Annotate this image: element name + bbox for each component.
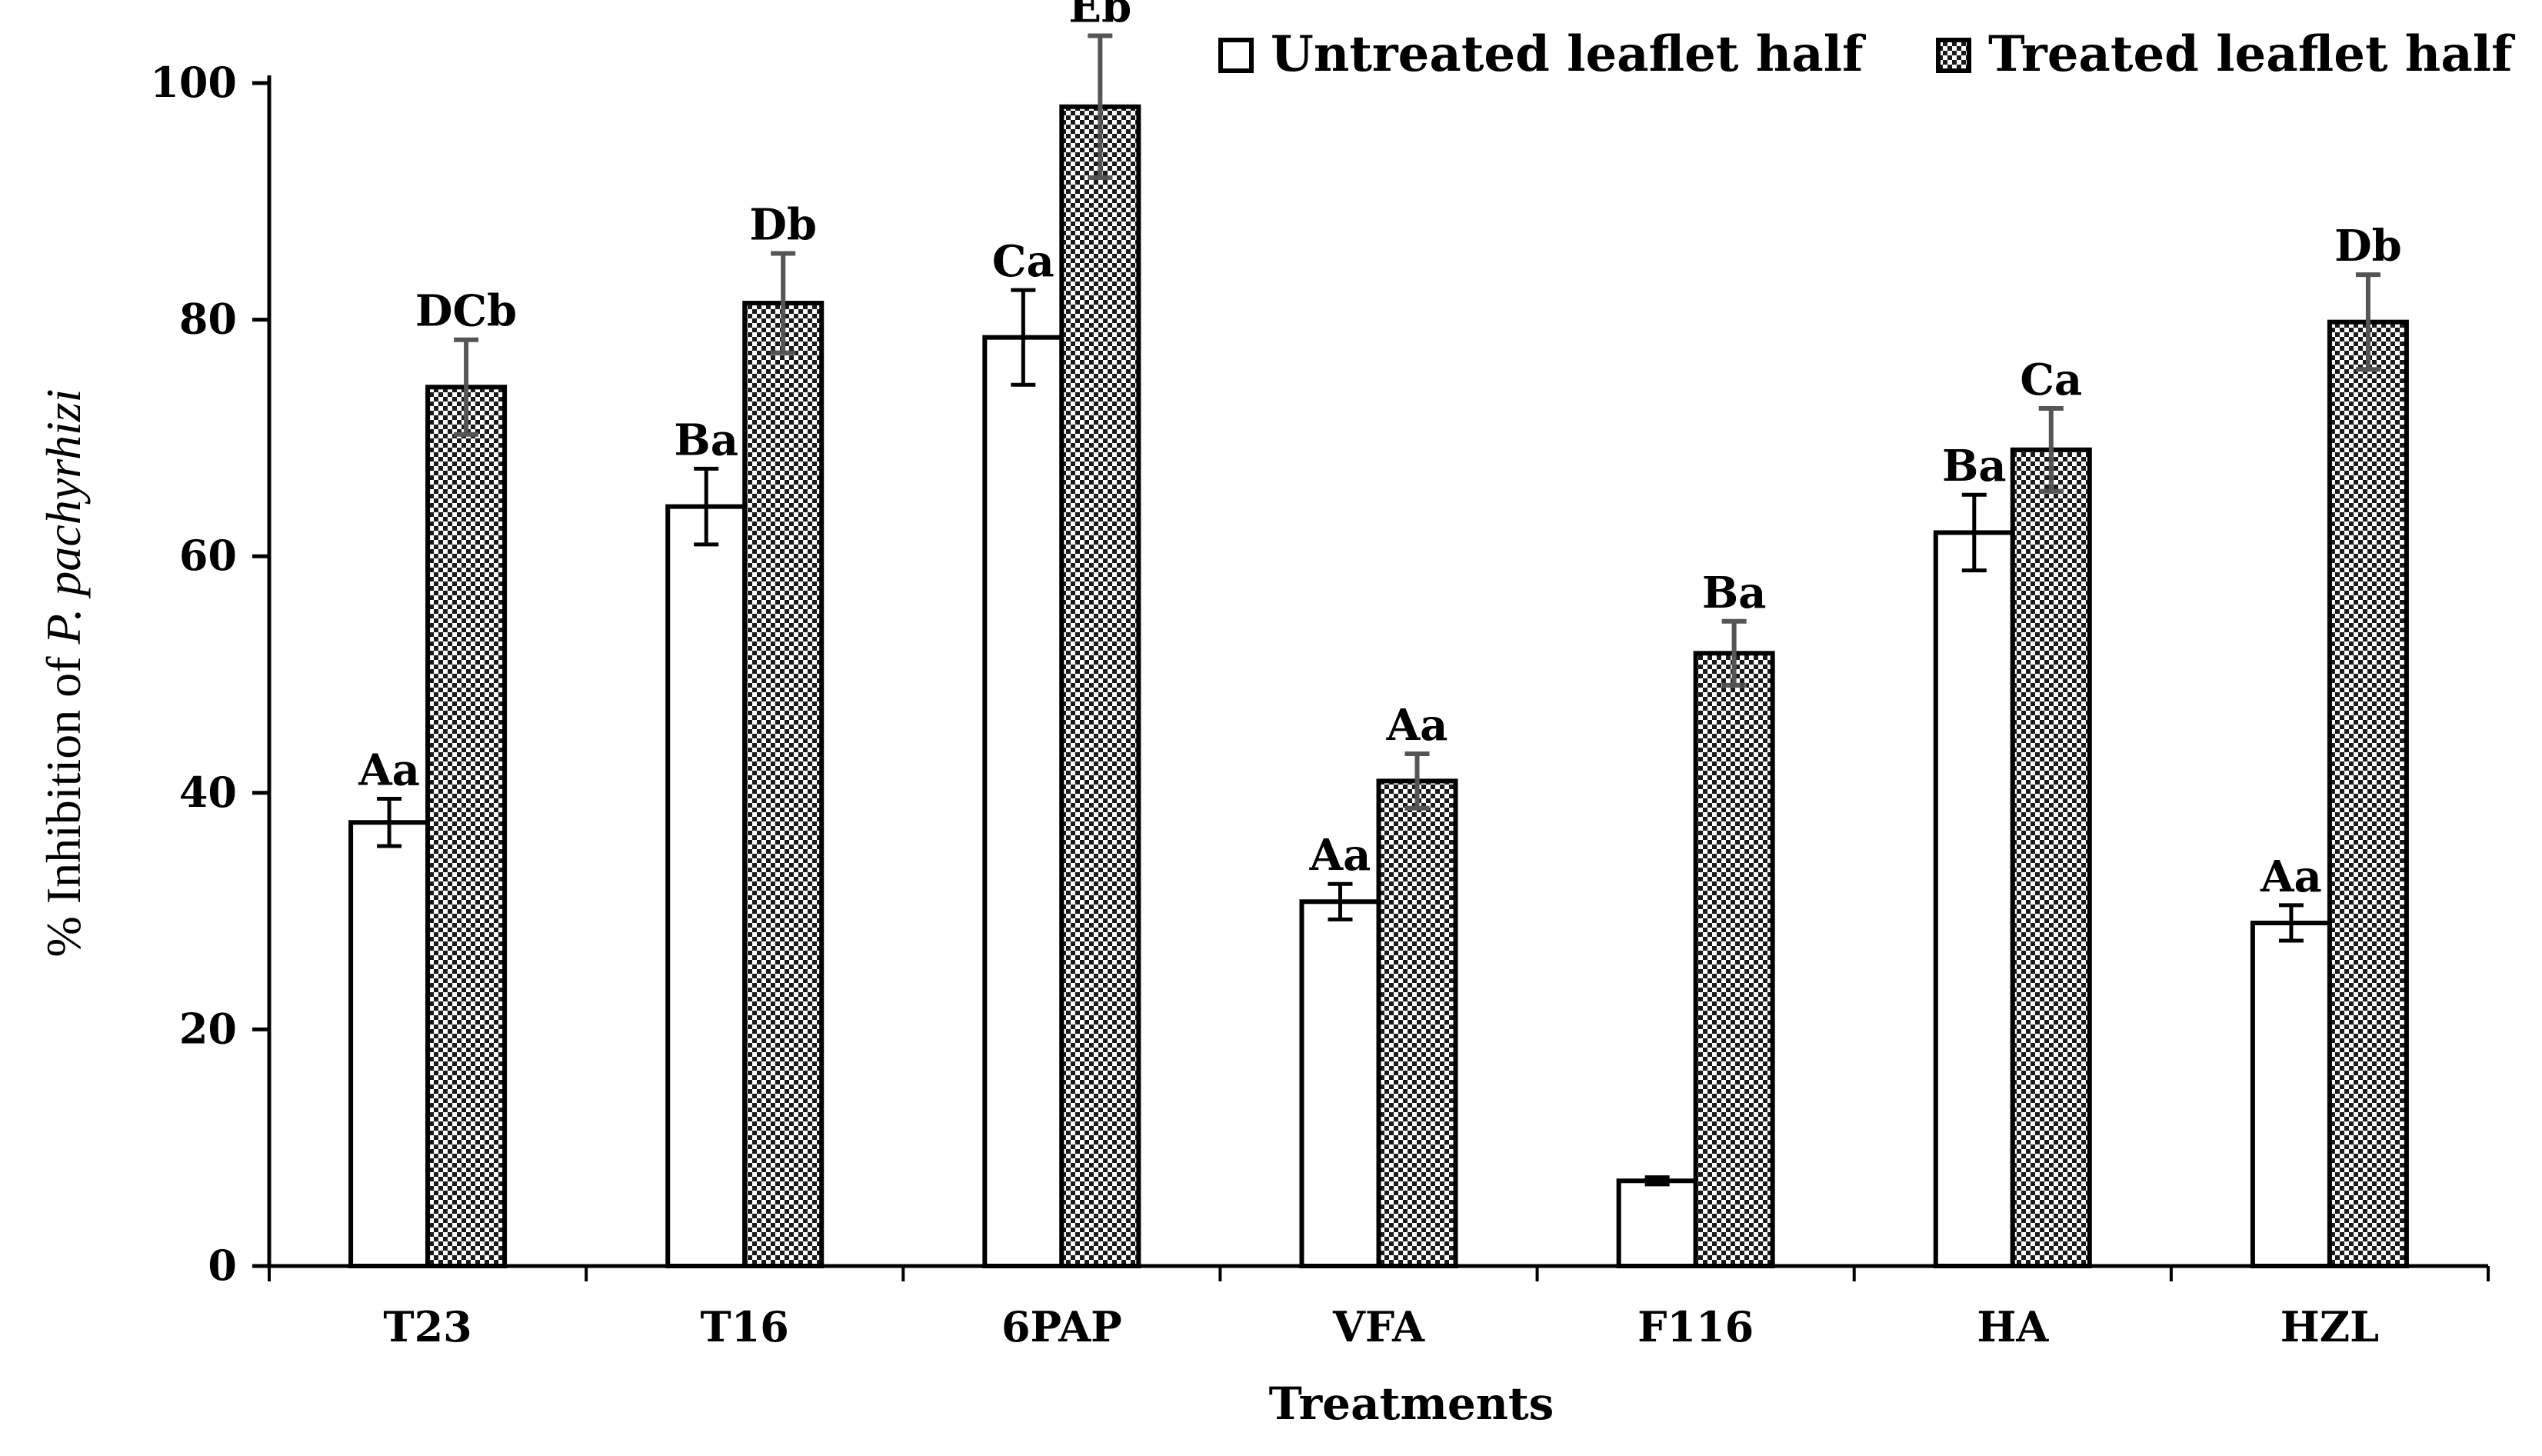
bar-treated [2327,319,2409,1268]
y-axis-title-prefix: % Inhibition of [36,644,91,957]
bar-data-label: Aa [1309,830,1371,881]
axes: 0 20 40 60 80 100 T23 T16 6PAP VFA F116 HA HZL [150,58,2490,1351]
x-tick-label: T23 [383,1302,471,1351]
y-axis-title-species: P. pachyrhizi [36,389,91,645]
bar-data-label: Ca [992,236,1054,287]
bar-data-label: Ba [674,415,738,465]
bar-data-label: DCb [415,286,517,337]
legend-swatch-treated [1936,38,1971,73]
bar-data-label: Eb [1068,0,1131,32]
x-axis-title: Treatments [1269,1378,1554,1430]
bar-data-label: Ba [1702,568,1767,618]
bar-data-label: Db [749,199,817,250]
x-tick-label: VFA [1332,1302,1425,1351]
bar-treated [1376,778,1458,1268]
bar-data-label: Ba [1942,441,2007,491]
bar-untreated [982,335,1064,1268]
bar-data-label: Ca [2020,355,2082,405]
y-axis-title: % Inhibition of P. pachyrhizi [36,389,91,958]
bar-data-label: Aa [358,745,420,795]
bar-untreated [1299,899,1381,1269]
legend-swatch-untreated [1218,38,1254,73]
y-tick-label: 100 [150,58,237,107]
bar-treated [1693,651,1775,1268]
x-tick-label: T16 [701,1302,789,1351]
y-tick-label: 20 [179,1004,237,1053]
y-tick-label: 60 [179,531,237,580]
x-tick-label: HZL [2280,1302,2379,1351]
bar-untreated [348,820,431,1268]
bar-data-label: Aa [1386,700,1448,751]
x-tick-label: F116 [1637,1302,1754,1351]
bar-data-label: Db [2334,221,2402,272]
bar-labels: Aa DCb Ba Db Ca Eb Aa Aa Ba Ba Ca Aa Db [358,0,2402,902]
y-tick-label: 80 [179,295,237,344]
legend: Untreated leaflet half Treated leaflet h… [1218,25,2515,83]
bar-untreated [2250,920,2332,1268]
y-tick-label: 0 [208,1241,237,1290]
bars [348,33,2409,1269]
bar-treated [742,301,825,1268]
bar-treated [425,385,508,1268]
bar-treated [2010,447,2092,1268]
bar-data-label: Aa [2260,851,2322,902]
legend-label-untreated: Untreated leaflet half [1271,25,1866,83]
y-tick-label: 40 [179,768,237,817]
bar-treated [1059,104,1141,1268]
x-tick-label: 6PAP [1001,1302,1122,1351]
x-tick-label: HA [1977,1302,2049,1351]
bar-untreated [1933,530,2015,1268]
bar-untreated [1616,1178,1698,1269]
legend-label-treated: Treated leaflet half [1988,25,2515,83]
bar-untreated [665,504,748,1268]
